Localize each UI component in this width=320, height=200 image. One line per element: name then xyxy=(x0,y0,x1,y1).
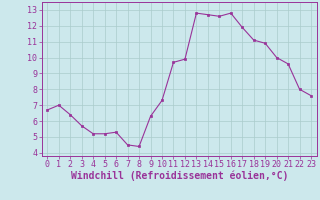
X-axis label: Windchill (Refroidissement éolien,°C): Windchill (Refroidissement éolien,°C) xyxy=(70,171,288,181)
